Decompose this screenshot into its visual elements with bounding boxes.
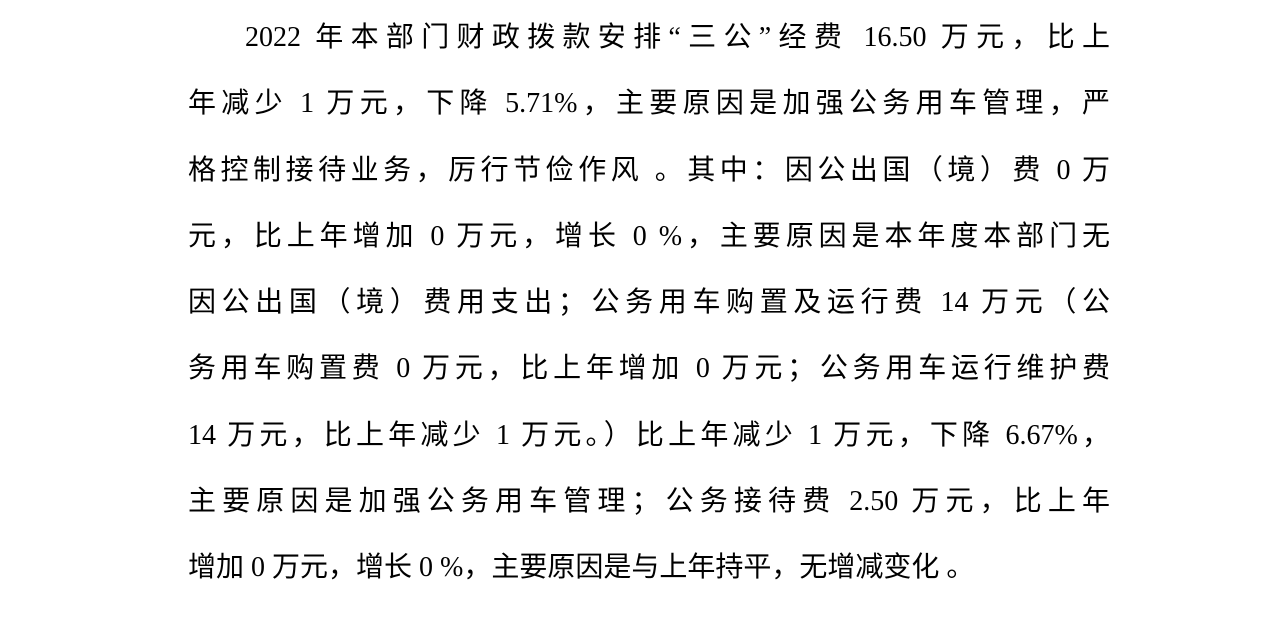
paragraph-line: 因公出国（境）费用支出；公务用车购置及运行费 14 万元（公 (188, 287, 1110, 319)
paragraph-line: 2022 年本部门财政拨款安排“三公”经费 16.50 万元，比上 (245, 22, 1110, 53)
paragraph-line: 增加 0 万元，增长 0 %，主要原因是与上年持平，无增减变化 。 (188, 552, 975, 584)
paragraph-line: 元，比上年增加 0 万元，增长 0 %，主要原因是本年度本部门无 (188, 220, 1110, 252)
paragraph-line: 主要原因是加强公务用车管理；公务接待费 2.50 万元，比上年 (188, 486, 1110, 518)
budget-report-paragraph: 2022 年本部门财政拨款安排“三公”经费 16.50 万元，比上 年减少 1 … (188, 5, 1110, 602)
paragraph-line: 务用车购置费 0 万元，比上年增加 0 万元；公务用车运行维护费 (188, 353, 1110, 385)
paragraph-line: 年减少 1 万元，下降 5.71%，主要原因是加强公务用车管理，严 (188, 88, 1110, 120)
paragraph-line: 格控制接待业务，厉行节俭作风 。其中：因公出国（境）费 0 万 (188, 154, 1110, 186)
paragraph-line: 14 万元，比上年减少 1 万元。）比上年减少 1 万元，下降 6.67%， (188, 419, 1110, 451)
